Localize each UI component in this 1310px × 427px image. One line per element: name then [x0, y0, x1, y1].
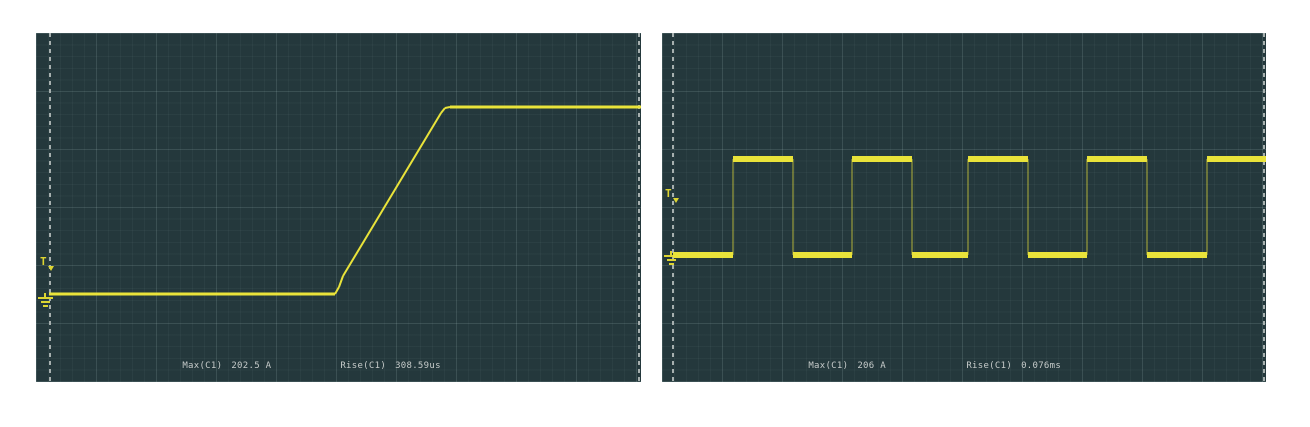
measurement-max: Max(C1) 206 A — [774, 351, 886, 381]
trigger-label: T — [40, 255, 47, 268]
left-edge-dashed-line — [49, 33, 51, 382]
right-edge-dashed-line — [1263, 33, 1265, 382]
measurement-rise-label: Rise(C1) — [340, 361, 387, 371]
measurement-max-label: Max(C1) — [808, 361, 849, 371]
measurement-rise-value: 308.59us — [395, 361, 441, 371]
measurement-rise: Rise(C1) 308.59us — [306, 351, 441, 381]
ground-reference-icon — [37, 293, 53, 309]
measurement-max-label: Max(C1) — [182, 361, 223, 371]
right-edge-dashed-line — [638, 33, 640, 382]
measurement-rise-label: Rise(C1) — [966, 361, 1013, 371]
trigger-label: T — [665, 187, 672, 200]
left-edge-dashed-line — [672, 33, 674, 382]
trigger-arrow-icon — [673, 198, 679, 203]
waveform-trace-c1 — [673, 156, 1266, 258]
measurement-rise: Rise(C1) 0.076ms — [932, 351, 1061, 381]
waveform-trace-c1 — [49, 105, 641, 296]
right-oscilloscope-panel: T Max(C1) 206 A Rise(C1) 0.076ms — [662, 33, 1266, 382]
trigger-arrow-icon — [48, 266, 54, 271]
measurement-max: Max(C1) 202.5 A — [148, 351, 271, 381]
measurement-rise-value: 0.076ms — [1021, 361, 1062, 371]
measurement-max-value: 202.5 A — [231, 361, 272, 371]
ground-reference-icon — [663, 251, 679, 267]
trigger-level-marker: T — [665, 187, 679, 203]
measurement-max-value: 206 A — [857, 361, 886, 371]
left-oscilloscope-panel: T Max(C1) 202.5 A Rise(C1) 308.59us — [36, 33, 641, 382]
trigger-level-marker: T — [40, 255, 54, 271]
